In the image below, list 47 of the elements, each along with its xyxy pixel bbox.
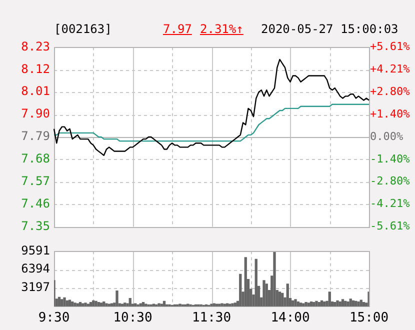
bar [281, 292, 284, 306]
x-tick-label: 11:30 [192, 310, 232, 326]
bar [273, 252, 276, 306]
y2-tick-label: -1.40% [370, 152, 410, 166]
x-tick-label: 14:00 [270, 310, 310, 326]
bar [116, 290, 118, 306]
bar [239, 274, 242, 306]
bar [63, 297, 66, 306]
x-tick-label: 15:00 [349, 310, 389, 326]
bar [262, 280, 266, 306]
x-tick-label: 10:30 [113, 310, 152, 326]
y-tick-label: 7.68 [21, 152, 50, 166]
text: 7.97 [163, 22, 192, 36]
bar [254, 258, 258, 306]
y2-tick-label: -5.61% [370, 220, 410, 233]
bar [244, 257, 247, 306]
y2-tick-label: -4.21% [370, 197, 410, 210]
bar [105, 303, 108, 306]
bar [286, 284, 289, 306]
text: 2.31%↑ [200, 22, 244, 36]
y2-tick-label: -2.80% [370, 174, 410, 188]
y-tick-label: 3197 [21, 280, 50, 294]
y-tick-label: 7.35 [21, 218, 50, 233]
y-tick-label: 7.90 [21, 106, 50, 121]
y-tick-label: 7.57 [21, 174, 50, 188]
y-tick-label: 7.79 [21, 129, 50, 144]
bar [74, 302, 76, 306]
y2-tick-label: 0.00% [370, 130, 404, 143]
y-tick-label: 6394 [21, 262, 50, 276]
y-tick-label: 7.46 [21, 196, 50, 210]
y-tick-label: 8.01 [21, 84, 50, 98]
y2-tick-label: +5.61% [370, 40, 410, 54]
x-tick-label: 9:30 [38, 310, 70, 326]
bar [349, 298, 352, 306]
y2-tick-label: +2.80% [370, 85, 410, 98]
y-tick-label: 9591 [21, 243, 50, 258]
y2-tick-label: +1.40% [370, 107, 410, 120]
bar [128, 298, 132, 306]
y-tick-label: 8.12 [21, 62, 50, 76]
bar [328, 292, 331, 306]
bar [346, 301, 350, 306]
y-tick-label: 8.23 [21, 39, 50, 54]
bar [94, 300, 98, 306]
text: 2020-05-27 15:00:03 [261, 22, 398, 36]
chart-title: [002163] [54, 22, 112, 36]
y2-tick-label: +4.21% [370, 62, 410, 76]
bar [265, 284, 268, 306]
